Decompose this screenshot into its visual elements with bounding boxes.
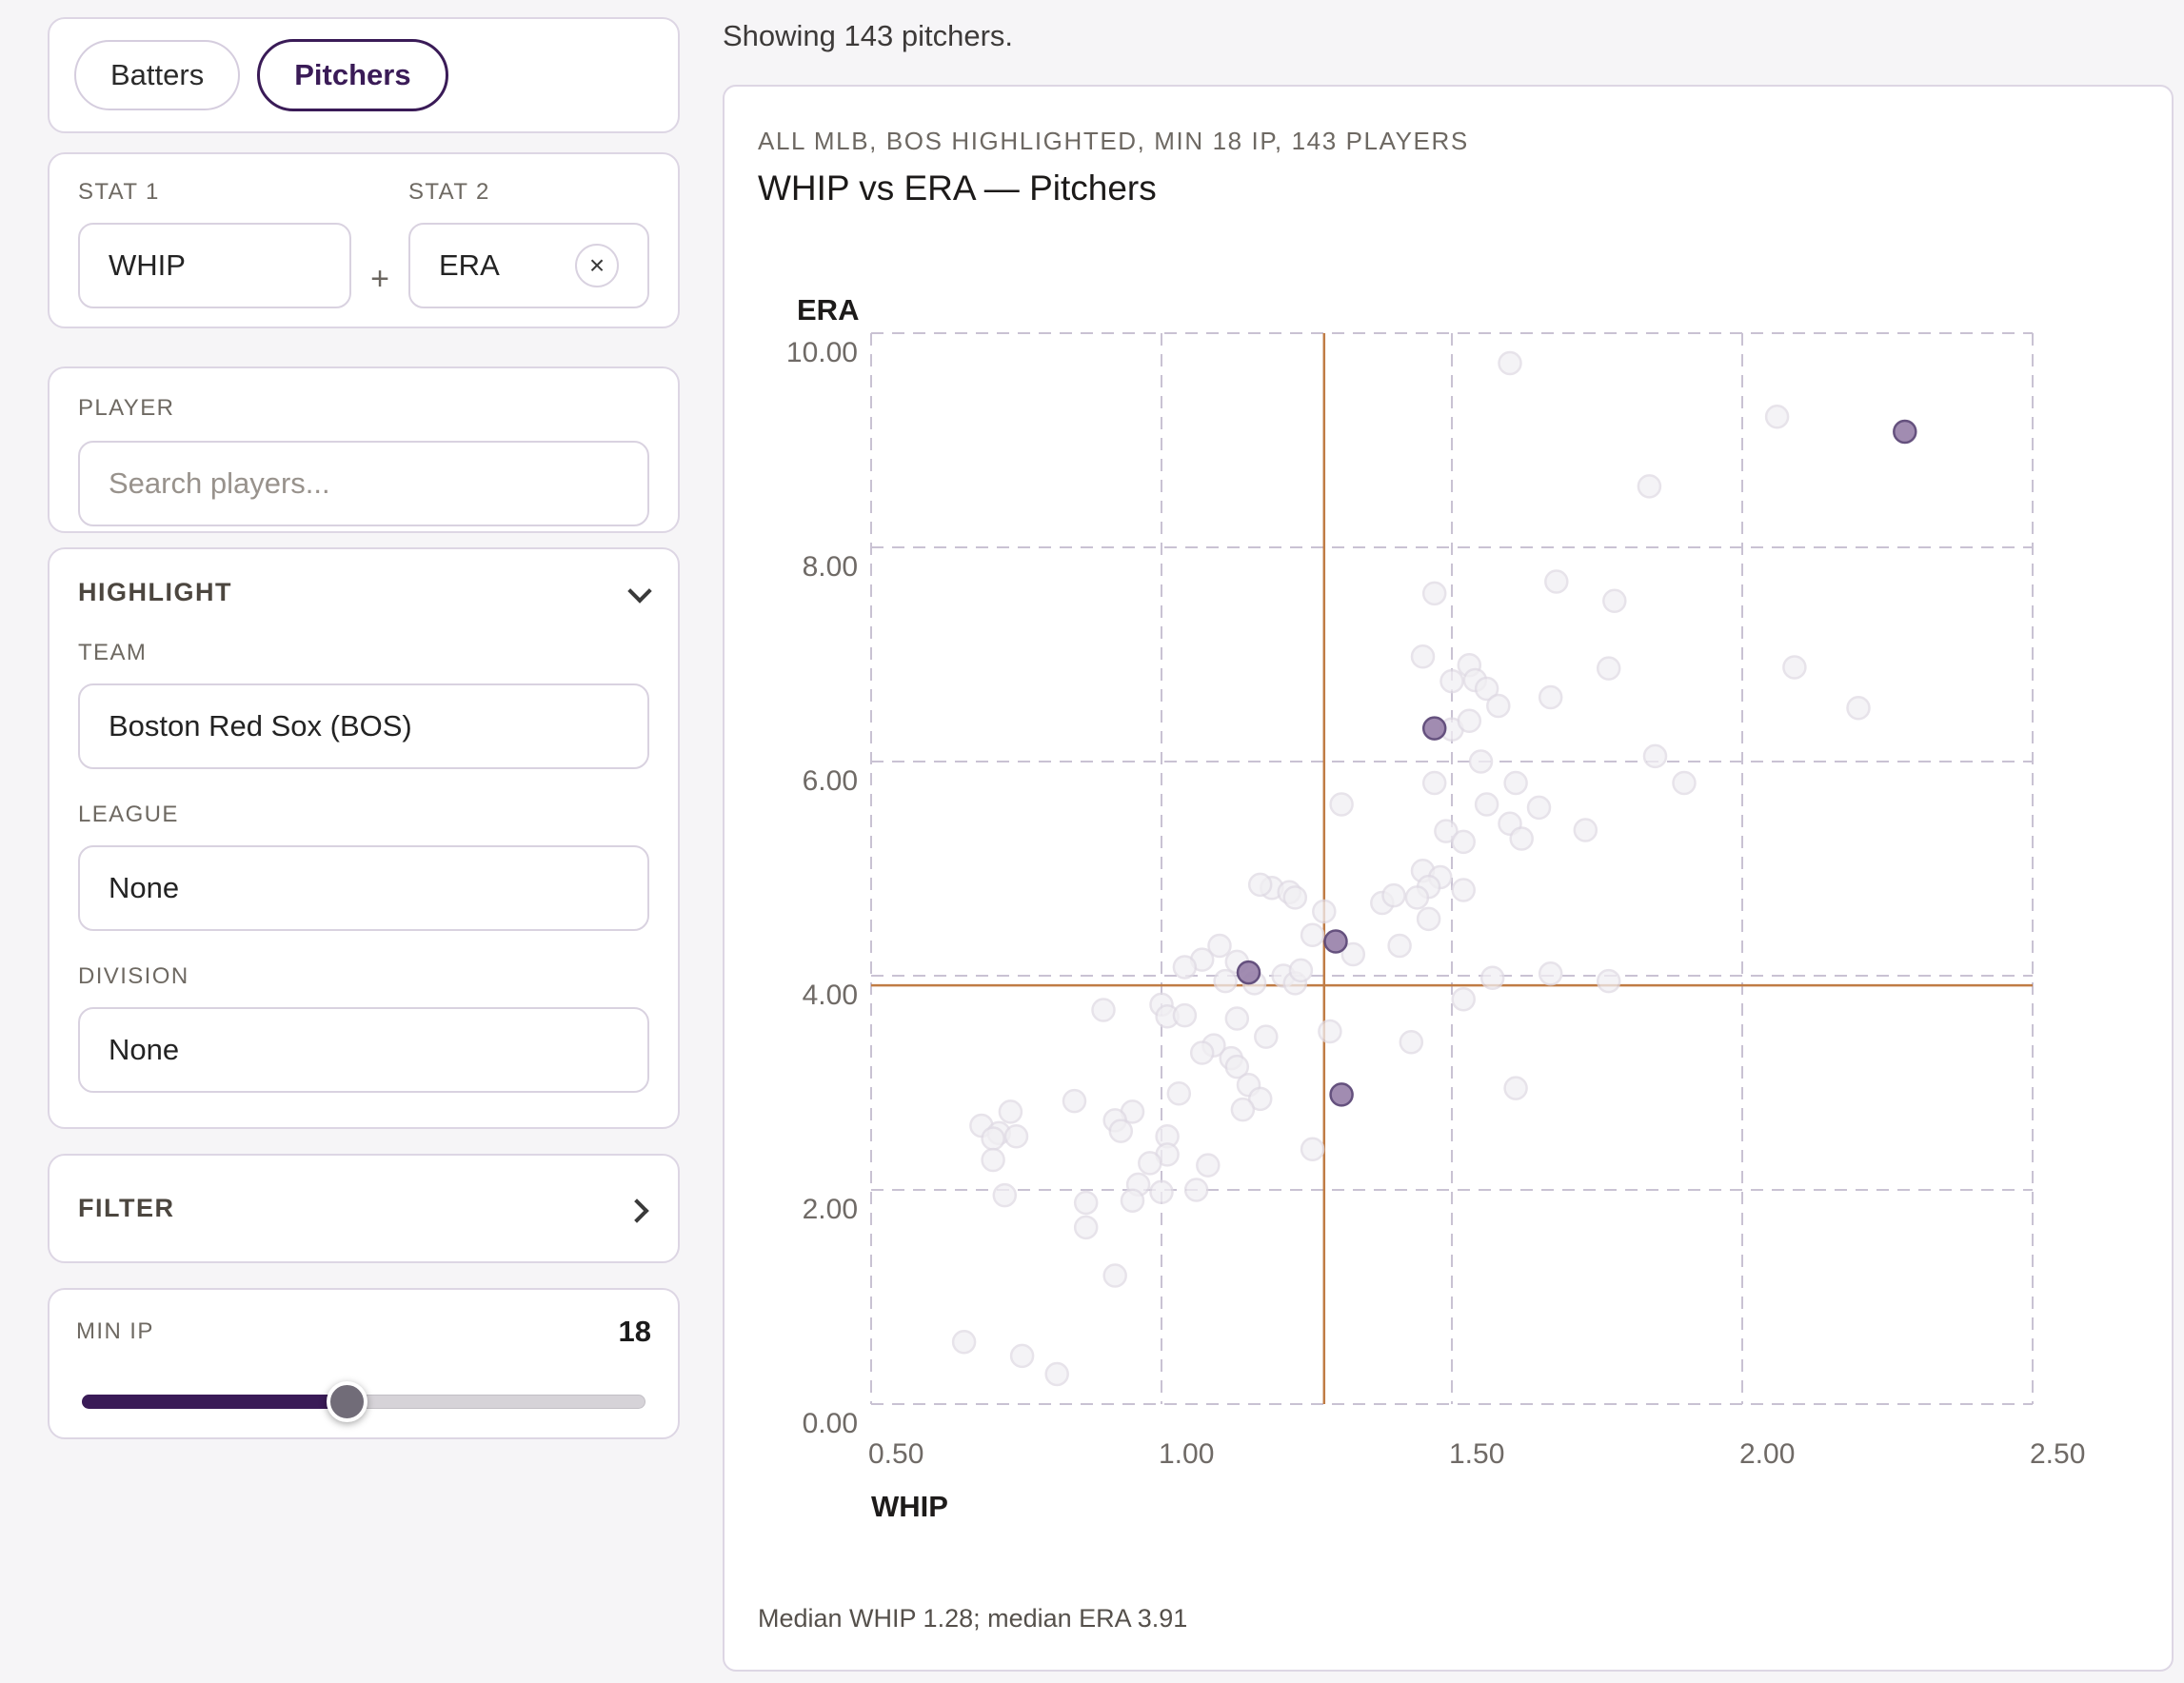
filter-section-header[interactable]: FILTER	[78, 1194, 649, 1223]
y-axis-label: ERA	[797, 293, 860, 327]
division-value: None	[109, 1033, 180, 1066]
highlight-section-header[interactable]: HIGHLIGHT	[78, 578, 649, 607]
stat2-value: ERA	[439, 248, 500, 282]
league-value: None	[109, 871, 180, 904]
mode-toggle-batters[interactable]: Batters	[74, 40, 241, 110]
svg-text:6.00: 6.00	[803, 765, 858, 797]
x-axis-label: WHIP	[871, 1490, 948, 1523]
highlight-header-label: HIGHLIGHT	[78, 578, 232, 606]
svg-text:10.00: 10.00	[786, 337, 858, 368]
slider-thumb[interactable]	[327, 1381, 368, 1422]
chart-card: ALL MLB, BOS HIGHLIGHTED, MIN 18 IP, 143…	[723, 85, 2174, 1672]
svg-text:8.00: 8.00	[803, 551, 858, 583]
stat2-label: STAT 2	[408, 179, 490, 205]
svg-text:2.50: 2.50	[2030, 1438, 2085, 1470]
stat1-value: WHIP	[109, 248, 186, 282]
min-ip-slider[interactable]	[82, 1381, 645, 1422]
min-ip-card: MIN IP 18	[48, 1288, 680, 1439]
player-label: PLAYER	[78, 395, 175, 421]
chevron-right-icon	[628, 1198, 649, 1219]
team-select[interactable]: Boston Red Sox (BOS)	[78, 683, 649, 769]
svg-text:1.00: 1.00	[1159, 1438, 1214, 1470]
svg-text:0.50: 0.50	[868, 1438, 923, 1470]
player-search-input[interactable]	[78, 441, 649, 526]
svg-text:1.50: 1.50	[1449, 1438, 1504, 1470]
division-label: DIVISION	[78, 963, 189, 989]
league-select[interactable]: None	[78, 845, 649, 931]
svg-text:2.00: 2.00	[803, 1194, 858, 1225]
stat1-select[interactable]: WHIP	[78, 223, 351, 308]
chevron-down-icon	[628, 583, 649, 604]
slider-fill	[82, 1395, 347, 1409]
highlight-card: HIGHLIGHT TEAM Boston Red Sox (BOS) LEAG…	[48, 547, 680, 1129]
svg-text:4.00: 4.00	[803, 980, 858, 1011]
mode-toggle-pitchers[interactable]: Pitchers	[257, 39, 448, 111]
team-value: Boston Red Sox (BOS)	[109, 709, 412, 742]
chart-title: WHIP vs ERA — Pitchers	[758, 168, 1157, 208]
clear-icon: ×	[588, 250, 606, 280]
svg-text:0.00: 0.00	[803, 1408, 858, 1439]
stat2-clear-button[interactable]: ×	[575, 244, 619, 287]
chart-eyebrow: ALL MLB, BOS HIGHLIGHTED, MIN 18 IP, 143…	[758, 127, 1469, 155]
chart-footnote: Median WHIP 1.28; median ERA 3.91	[758, 1604, 1188, 1633]
status-text: Showing 143 pitchers.	[723, 19, 1014, 52]
svg-text:2.00: 2.00	[1739, 1438, 1795, 1470]
stat-picker-card: STAT 1 WHIP + STAT 2 ERA ×	[48, 152, 680, 328]
stat1-label: STAT 1	[78, 179, 160, 205]
division-select[interactable]: None	[78, 1007, 649, 1093]
stat2-select[interactable]: ERA ×	[408, 223, 649, 308]
scatter-plot: 0.50 1.00 1.50 2.00 2.50 0.00 2.00 4.00 6.00 8.00…	[786, 332, 2085, 1470]
filter-card: FILTER	[48, 1154, 680, 1263]
filter-header-label: FILTER	[78, 1194, 175, 1222]
league-label: LEAGUE	[78, 802, 179, 827]
player-search-card: PLAYER	[48, 366, 680, 533]
stat-plus-sign: +	[370, 261, 389, 297]
mode-toggle-card: Batters Pitchers	[48, 17, 680, 133]
team-label: TEAM	[78, 640, 148, 665]
min-ip-value: 18	[618, 1315, 651, 1348]
min-ip-label: MIN IP	[76, 1318, 154, 1344]
